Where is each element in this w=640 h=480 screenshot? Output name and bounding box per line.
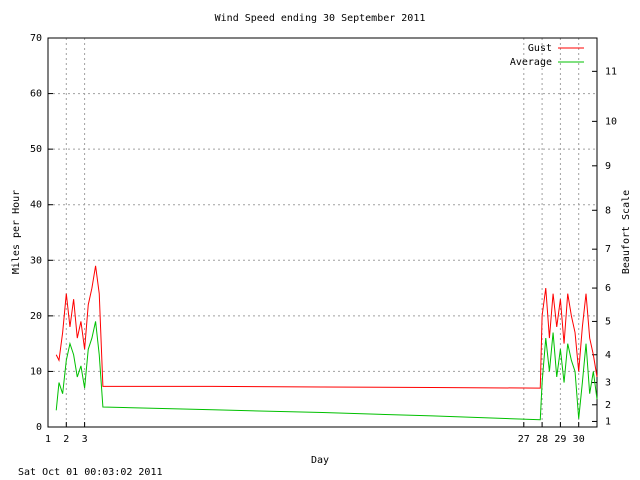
x-tick-label: 1 xyxy=(45,434,51,445)
chart-title: Wind Speed ending 30 September 2011 xyxy=(215,13,426,24)
y2-tick-label: 6 xyxy=(605,283,611,294)
x-tick-label: 29 xyxy=(554,434,566,445)
series-line xyxy=(55,265,598,389)
x-tick-label: 27 xyxy=(518,434,530,445)
y2-tick-label: 1 xyxy=(605,416,611,427)
legend-label: Average xyxy=(510,57,552,68)
y2-tick-label: 4 xyxy=(605,350,611,361)
x-tick-label: 3 xyxy=(82,434,88,445)
x-tick-label: 28 xyxy=(536,434,548,445)
y-tick-label: 70 xyxy=(30,33,42,44)
legend-label: Gust xyxy=(528,43,552,54)
y2-tick-label: 2 xyxy=(605,400,611,411)
series-line xyxy=(55,321,598,421)
y2-tick-label: 3 xyxy=(605,378,611,389)
y-tick-label: 60 xyxy=(30,89,42,100)
x-tick-label: 2 xyxy=(63,434,69,445)
y-axis-label: Miles per Hour xyxy=(11,190,22,274)
x-tick-label: 30 xyxy=(573,434,585,445)
y2-tick-label: 8 xyxy=(605,205,611,216)
x-axis-label: Day xyxy=(311,455,329,466)
y-tick-label: 20 xyxy=(30,311,42,322)
y2-tick-label: 11 xyxy=(605,66,617,77)
y2-tick-label: 5 xyxy=(605,316,611,327)
y-tick-label: 0 xyxy=(36,422,42,433)
y2-tick-label: 9 xyxy=(605,161,611,172)
y2-axis-label: Beaufort Scale xyxy=(621,190,632,274)
y-tick-label: 30 xyxy=(30,255,42,266)
footnote: Sat Oct 01 00:03:02 2011 xyxy=(18,467,163,478)
y-tick-label: 10 xyxy=(30,366,42,377)
y-tick-label: 50 xyxy=(30,144,42,155)
y2-tick-label: 7 xyxy=(605,244,611,255)
y2-tick-label: 10 xyxy=(605,116,617,127)
plot-border xyxy=(47,37,598,428)
y-tick-label: 40 xyxy=(30,200,42,211)
